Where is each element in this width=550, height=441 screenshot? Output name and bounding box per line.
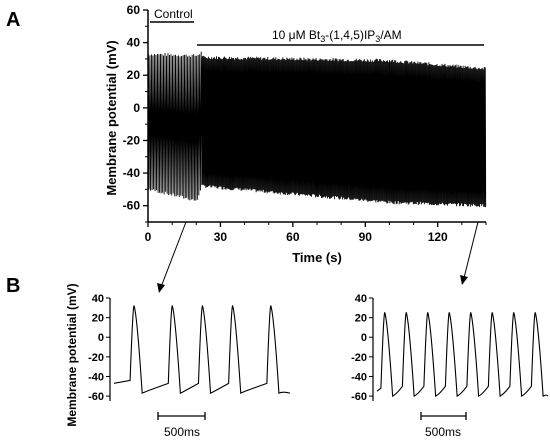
panel-a-y-tick-label: 0: [133, 101, 140, 115]
panel-b-left-y-tick-label: 20: [92, 313, 104, 325]
panel-a-y-tick-label: 60: [127, 3, 141, 17]
panel-b-left-y-tick-label: -60: [88, 391, 104, 403]
panel-a-y-tick-label: -60: [123, 199, 141, 213]
zoom-arrow-left: [160, 221, 187, 288]
panel-a-y-tick-label: -20: [123, 133, 141, 147]
panel-b-right-y-tick-label: 0: [361, 332, 367, 344]
panel-a-y-label: Membrane potential (mV): [104, 40, 119, 195]
treatment-label: 10 μM Bt3-(1,4,5)IP3/AM: [272, 28, 402, 44]
panel-b-right-voltage-trace: [376, 312, 549, 397]
panel-a-x-tick-label: 30: [214, 230, 228, 244]
scalebar-right-label: 500ms: [425, 425, 461, 439]
panel-b-left-y-ticks: -60 -40 -20 0 20 40: [88, 293, 110, 403]
panel-b-right-y-tick-label: -20: [351, 352, 367, 364]
panel-b-left-y-tick-label: -40: [88, 371, 104, 383]
panel-a-y-ticks: -60 -40 -20 0 20 40 60: [123, 3, 148, 223]
panel-a-trace: [147, 51, 487, 208]
zoom-arrow-right-head: [460, 275, 468, 285]
panel-b-left-chart: -60 -40 -20 0 20 40 Membrane potential (mV) 5…: [65, 283, 291, 439]
panel-a-x-tick-label: 120: [428, 230, 448, 244]
panel-a-x-label: Time (s): [292, 250, 342, 265]
panel-b-left-y-tick-label: -20: [88, 352, 104, 364]
panel-a-chart: -60 -40 -20 0 20 40 60 0 30 60 90 120 Time (s) Mem…: [104, 3, 487, 293]
panel-b-right-trace: [376, 312, 549, 397]
panel-b-right-chart: -60 -40 -20 0 20 40 500ms: [351, 293, 549, 439]
scalebar-left-label: 500ms: [164, 425, 200, 439]
panel-a-y-tick-label: 40: [127, 36, 141, 50]
panel-a-x-tick-label: 60: [286, 230, 300, 244]
panel-b-right-y-tick-label: -60: [351, 391, 367, 403]
panel-label-b: B: [6, 275, 20, 297]
zoom-arrow-right: [463, 221, 479, 279]
panel-b-right-y-tick-label: 20: [355, 313, 367, 325]
panel-b-left-y-tick-label: 40: [92, 293, 104, 305]
panel-b-right-y-tick-label: 40: [355, 293, 367, 305]
panel-b-left-trace: [113, 305, 291, 395]
panel-a-x-tick-label: 90: [359, 230, 373, 244]
panel-a-voltage-trace: [147, 51, 487, 208]
panel-b-right-y-tick-label: -40: [351, 371, 367, 383]
panel-b-y-label: Membrane potential (mV): [65, 283, 79, 426]
panel-b-left-y-tick-label: 0: [98, 332, 104, 344]
panel-a-x-tick-label: 0: [145, 230, 152, 244]
panel-a-x-ticks: 0 30 60 90 120: [145, 222, 487, 244]
panel-a-y-tick-label: 20: [127, 68, 141, 82]
panel-a-y-tick-label: -40: [123, 166, 141, 180]
control-label: Control: [154, 7, 193, 21]
panel-b-left-voltage-trace: [113, 305, 291, 395]
panel-label-a: A: [6, 9, 20, 31]
panel-b-right-y-ticks: -60 -40 -20 0 20 40: [351, 293, 373, 403]
zoom-arrow-left-head: [157, 283, 165, 293]
